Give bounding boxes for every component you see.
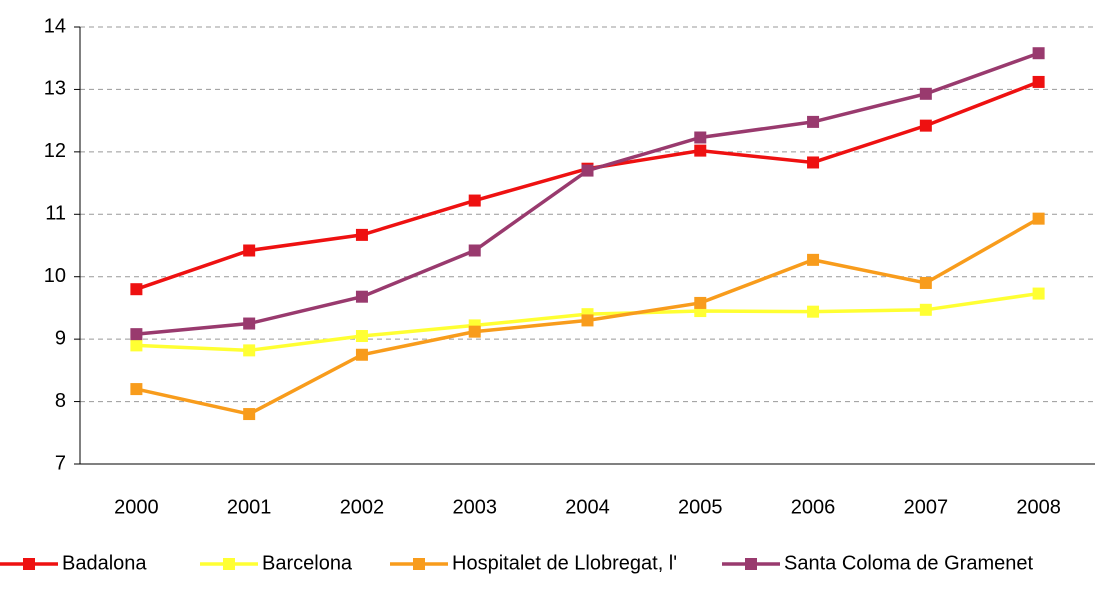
legend-label: Hospitalet de Llobregat, l' [452,552,677,574]
marker [468,325,481,338]
marker [807,253,820,266]
marker [1032,287,1045,300]
marker [694,131,707,144]
legend-marker [413,558,425,570]
y-tick-label: 9 [55,327,66,349]
legend-label: Santa Coloma de Gramenet [784,552,1033,574]
marker [1032,47,1045,60]
legend-marker [745,558,757,570]
marker [355,290,368,303]
marker [919,276,932,289]
marker [243,408,256,421]
marker [130,328,143,341]
x-tick-label: 2000 [114,496,159,518]
marker [807,156,820,169]
legend-label: Badalona [62,552,147,574]
series-line [135,80,1040,291]
marker [1032,212,1045,225]
marker [130,383,143,396]
legend-marker [223,558,235,570]
marker [581,314,594,327]
y-tick-label: 7 [55,452,66,474]
marker [919,87,932,100]
marker [243,244,256,257]
y-tick-label: 13 [44,78,66,100]
legend-label: Barcelona [262,552,353,574]
marker [130,283,143,296]
marker [581,164,594,177]
series-line [136,51,1040,336]
marker [694,296,707,309]
y-tick-label: 14 [44,15,66,37]
x-tick-label: 2003 [452,496,497,518]
x-tick-label: 2001 [227,496,272,518]
x-tick-label: 2005 [678,496,723,518]
y-tick-label: 11 [45,203,66,225]
marker [807,305,820,318]
marker [243,344,256,357]
marker [468,194,481,207]
legend-marker [23,558,35,570]
x-tick-label: 2007 [904,496,949,518]
x-tick-label: 2008 [1016,496,1061,518]
marker [1032,75,1045,88]
marker [919,119,932,132]
x-tick-label: 2002 [340,496,385,518]
marker [807,115,820,128]
y-tick-label: 8 [55,390,66,412]
marker [355,348,368,361]
y-tick-label: 12 [44,140,66,162]
marker [355,228,368,241]
marker [694,144,707,157]
marker [130,339,143,352]
x-tick-label: 2006 [791,496,836,518]
marker [243,317,256,330]
marker [468,244,481,257]
marker [355,330,368,343]
y-tick-label: 10 [44,265,66,287]
marker [919,303,932,316]
x-tick-label: 2004 [565,496,610,518]
